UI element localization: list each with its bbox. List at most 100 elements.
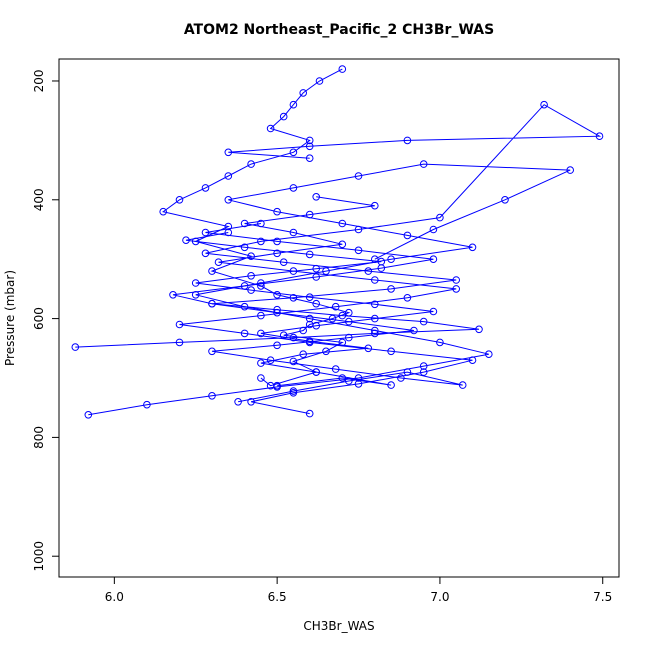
data-point [371,276,379,284]
data-point [214,258,223,267]
data-point [403,136,412,145]
y-tick-label: 800 [32,426,46,449]
data-point [208,347,216,356]
data-point [364,344,373,353]
data-point [338,374,347,382]
data-point [224,196,233,204]
data-point [224,148,233,157]
data-point [371,329,379,338]
plot-area [58,58,620,578]
data-point [273,237,281,246]
data-point [247,252,255,261]
data-point [468,356,477,365]
data-point [436,338,444,347]
data-point [208,392,216,400]
data-point [84,411,93,419]
data-point [312,273,321,281]
data-point [305,337,314,346]
data-point [257,311,265,320]
data-point [338,240,347,249]
data-point [305,293,314,302]
data-point [566,166,575,174]
data-point [397,374,405,382]
data-point [354,172,363,180]
plot-frame [58,58,620,578]
x-tick-label: 6.0 [105,590,124,604]
data-point [371,314,379,323]
data-point [224,172,233,180]
data-point [266,124,275,133]
data-point [410,326,418,335]
data-point [331,302,340,311]
data-point [305,250,314,259]
data-point [315,77,324,85]
data-point [305,154,314,162]
data-point [540,100,548,109]
data-point [429,255,438,264]
data-point [345,333,353,342]
data-point [257,359,265,367]
series-line-6 [185,232,434,387]
data-point [354,246,363,255]
x-axis: 6.0 6.5 7.0 7.5 [105,576,612,604]
x-tick-label: 6.5 [268,590,287,604]
data-point [354,225,363,234]
data-point [354,374,363,382]
data-point [387,347,395,356]
y-axis-label: Pressure (mbar) [3,270,17,366]
data-point [475,325,483,334]
data-point [247,286,255,294]
data-point [175,338,184,347]
series-line-3 [75,104,602,348]
data-point [208,299,216,308]
data-point [312,368,321,376]
data-point [501,196,509,204]
data-point [419,160,428,168]
x-tick-label: 7.0 [430,590,449,604]
data-point [403,294,412,302]
chart-title: ATOM2 Northeast_Pacific_2 CH3Br_WAS [184,22,494,38]
data-point [159,207,167,216]
data-point [452,276,461,284]
data-point [273,291,281,299]
data-point [387,255,395,264]
data-point [305,409,314,418]
data-point [305,142,314,151]
y-tick-label: 1000 [32,541,46,572]
y-axis: 200 400 600 800 1000 [32,70,60,572]
data-point [201,228,210,237]
data-point [247,398,255,406]
data-point [257,237,265,246]
x-axis-label: CH3Br_WAS [303,619,374,633]
data-point [273,249,281,258]
data-point [273,381,281,390]
data-point [312,321,321,330]
y-tick-label: 200 [32,70,46,93]
data-point [257,329,265,338]
data-point [364,267,373,275]
data-point [377,257,386,266]
x-tick-label: 7.5 [593,590,612,604]
data-point [312,264,321,273]
data-point [468,243,477,252]
data-point [289,100,298,109]
data-point [175,320,184,329]
data-point [403,368,412,376]
data-point [595,132,604,140]
data-point [452,285,461,293]
data-point [328,314,337,323]
data-point [240,243,249,252]
data-point [312,193,321,201]
data-point [289,294,298,302]
data-point [299,89,308,97]
data-point [305,136,314,145]
data-point [312,299,321,308]
data-point [279,112,288,121]
data-point [234,398,242,406]
data-point [191,279,200,287]
data-point [224,222,233,231]
data-point [257,219,265,228]
data-point [403,231,412,240]
data-point [436,213,444,222]
